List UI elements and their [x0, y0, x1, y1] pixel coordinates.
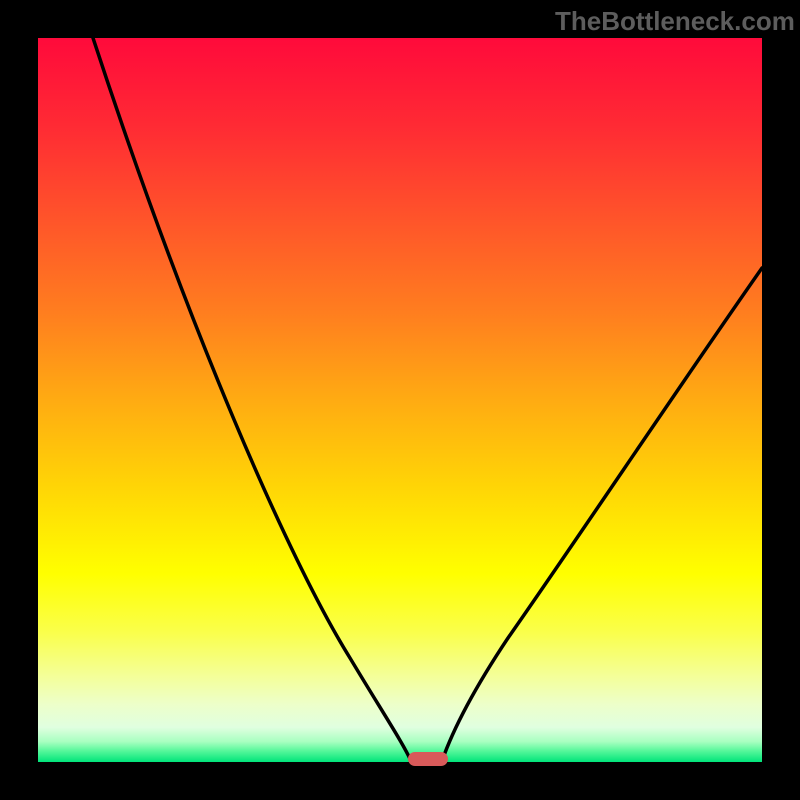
frame-border-right [762, 0, 800, 800]
watermark-text: TheBottleneck.com [555, 6, 795, 37]
curve-right [442, 268, 762, 761]
plot-area [38, 38, 762, 762]
frame-border-bottom [0, 762, 800, 800]
bottleneck-curves [38, 38, 762, 762]
curve-left [93, 38, 411, 761]
frame-border-left [0, 0, 38, 800]
bottleneck-marker [408, 752, 448, 766]
chart-frame: TheBottleneck.com [0, 0, 800, 800]
